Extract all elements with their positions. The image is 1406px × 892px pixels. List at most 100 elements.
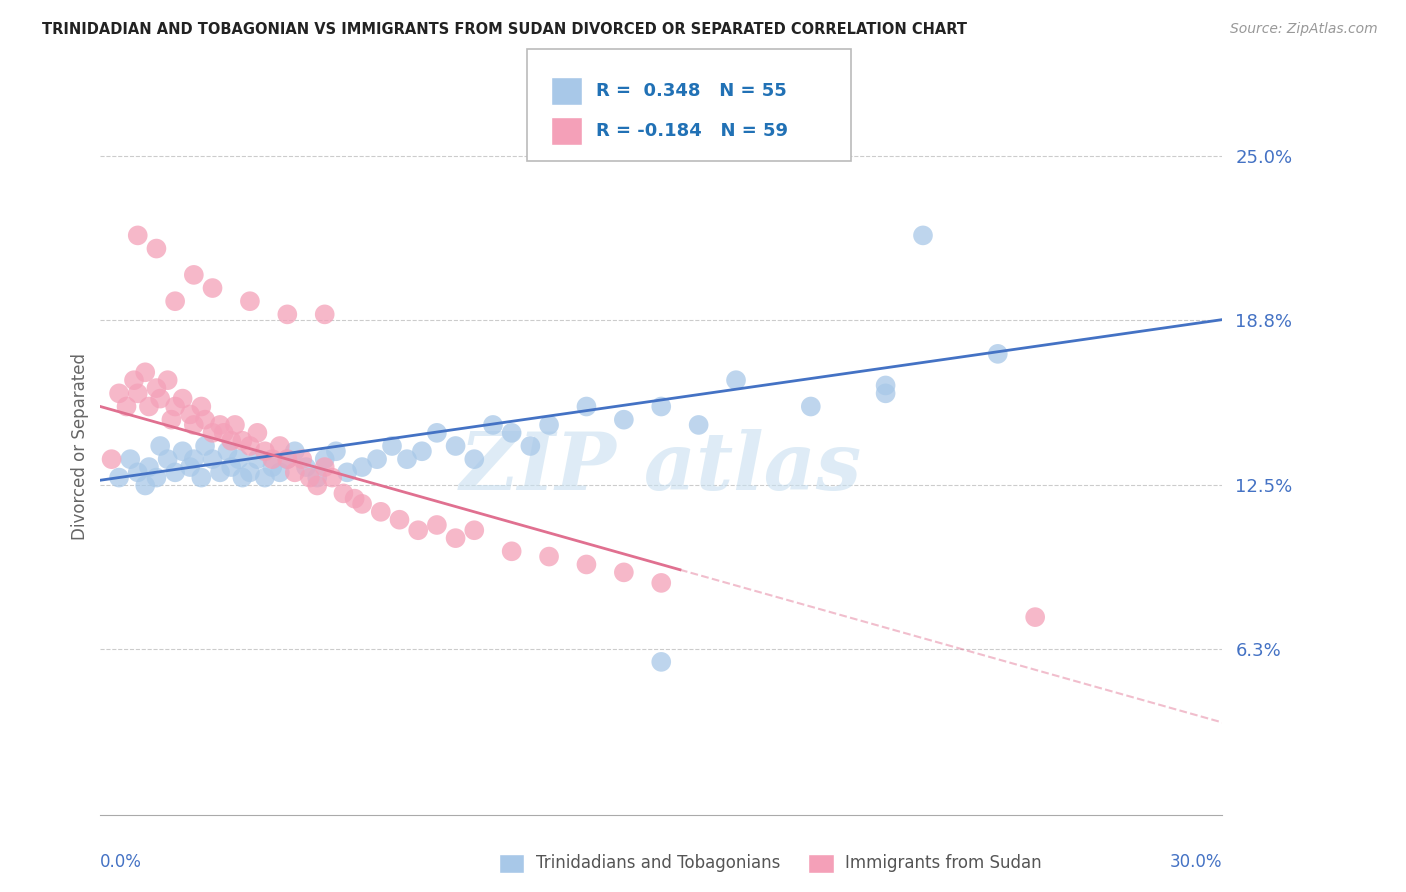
Point	[217, 444, 239, 458]
Point	[613, 412, 636, 426]
Point	[208, 417, 231, 432]
Point	[395, 452, 418, 467]
Point	[224, 417, 246, 432]
Point	[332, 486, 354, 500]
Point	[688, 417, 710, 432]
Point	[276, 307, 298, 321]
Text: R = -0.184   N = 59: R = -0.184 N = 59	[596, 122, 789, 140]
Point	[145, 242, 167, 256]
Point	[501, 544, 523, 558]
Point	[108, 386, 131, 401]
Point	[156, 452, 179, 467]
Point	[212, 425, 235, 440]
Text: 0.0%: 0.0%	[100, 854, 142, 871]
Point	[321, 470, 343, 484]
Point	[444, 531, 467, 545]
Point	[307, 470, 329, 484]
Point	[239, 439, 262, 453]
Point	[262, 460, 284, 475]
Point	[208, 466, 231, 480]
Point	[149, 392, 172, 406]
Point	[325, 444, 347, 458]
Point	[613, 566, 636, 580]
Point	[314, 307, 336, 321]
Point	[800, 400, 823, 414]
Point	[156, 373, 179, 387]
Point	[875, 386, 897, 401]
Point	[538, 417, 561, 432]
Text: R =  0.348   N = 55: R = 0.348 N = 55	[596, 82, 787, 100]
Point	[875, 378, 897, 392]
Point	[284, 444, 307, 458]
Point	[370, 505, 392, 519]
Point	[987, 347, 1010, 361]
Point	[138, 400, 160, 414]
Point	[314, 452, 336, 467]
Point	[352, 460, 374, 475]
Point	[127, 228, 149, 243]
Point	[366, 452, 388, 467]
Point	[411, 444, 433, 458]
Point	[246, 452, 269, 467]
Point	[165, 466, 187, 480]
Point	[650, 400, 672, 414]
Point	[100, 452, 122, 467]
Text: Immigrants from Sudan: Immigrants from Sudan	[845, 855, 1042, 872]
Point	[575, 400, 598, 414]
Point	[179, 460, 201, 475]
Point	[115, 400, 138, 414]
Point	[201, 452, 224, 467]
Point	[239, 294, 262, 309]
Point	[172, 392, 194, 406]
Point	[284, 466, 307, 480]
Text: Source: ZipAtlas.com: Source: ZipAtlas.com	[1230, 22, 1378, 37]
Point	[134, 478, 156, 492]
Point	[276, 452, 298, 467]
Point	[295, 460, 318, 475]
Point	[165, 294, 187, 309]
Point	[149, 439, 172, 453]
Point	[179, 408, 201, 422]
Point	[298, 470, 321, 484]
Point	[463, 523, 485, 537]
Point	[724, 373, 747, 387]
Point	[183, 452, 205, 467]
Point	[426, 425, 449, 440]
Point	[276, 452, 298, 467]
Point	[145, 381, 167, 395]
Point	[239, 466, 262, 480]
Point	[1024, 610, 1046, 624]
Point	[650, 655, 672, 669]
Point	[269, 439, 291, 453]
Point	[482, 417, 505, 432]
Point	[190, 470, 212, 484]
Point	[201, 281, 224, 295]
Point	[307, 478, 329, 492]
Y-axis label: Divorced or Separated: Divorced or Separated	[72, 352, 89, 540]
Point	[134, 365, 156, 379]
Point	[381, 439, 404, 453]
Point	[575, 558, 598, 572]
Point	[253, 444, 276, 458]
Point	[314, 460, 336, 475]
Point	[183, 268, 205, 282]
Point	[201, 425, 224, 440]
Point	[231, 434, 253, 448]
Text: TRINIDADIAN AND TOBAGONIAN VS IMMIGRANTS FROM SUDAN DIVORCED OR SEPARATED CORREL: TRINIDADIAN AND TOBAGONIAN VS IMMIGRANTS…	[42, 22, 967, 37]
Point	[343, 491, 366, 506]
Point	[426, 518, 449, 533]
Point	[650, 575, 672, 590]
Point	[120, 452, 142, 467]
Text: 30.0%: 30.0%	[1170, 854, 1222, 871]
Point	[183, 417, 205, 432]
Point	[228, 452, 250, 467]
Point	[145, 470, 167, 484]
Point	[219, 434, 242, 448]
Point	[160, 412, 183, 426]
Point	[538, 549, 561, 564]
Point	[231, 470, 253, 484]
Point	[108, 470, 131, 484]
Point	[194, 439, 217, 453]
Text: ZIP atlas: ZIP atlas	[460, 429, 862, 507]
Point	[463, 452, 485, 467]
